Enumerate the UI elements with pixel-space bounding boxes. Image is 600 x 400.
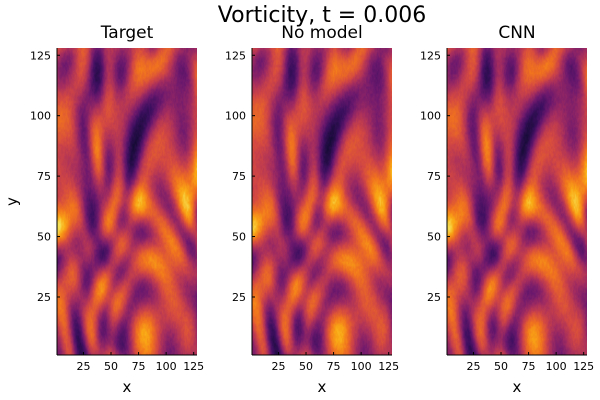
y-tick-label: 100 [420,110,441,123]
panels: Target 25 50 75 100 125 25 50 75 100 125 x y No model… [3,23,594,396]
x-tick-label: 100 [546,360,567,373]
x-tick-label: 25 [466,360,480,373]
x-tick-label: 50 [494,360,508,373]
x-axis-label: x [318,378,327,396]
panel-title: CNN [498,23,535,43]
y-tick-label: 75 [427,170,441,183]
y-tick-label: 25 [427,291,441,304]
y-tick-label: 100 [30,110,51,123]
chart-title: Vorticity, t = 0.006 [218,3,426,28]
x-tick-label: 100 [156,360,177,373]
panel-title: No model [281,23,362,43]
x-tick-label: 125 [573,360,594,373]
y-tick-label: 25 [37,291,51,304]
x-tick-label: 125 [378,360,399,373]
y-tick-label: 50 [232,231,246,244]
x-tick-label: 75 [522,360,536,373]
y-tick-label: 25 [232,291,246,304]
x-tick-label: 75 [327,360,341,373]
y-tick-label: 50 [427,231,441,244]
x-tick-label: 50 [104,360,118,373]
x-axis-label: x [513,378,522,396]
y-tick-label: 75 [37,170,51,183]
y-tick-label: 100 [225,110,246,123]
x-tick-label: 25 [271,360,285,373]
x-tick-label: 25 [76,360,90,373]
heatmap-panel-2 [252,48,392,355]
panel-title: Target [100,23,154,43]
heatmap-panel-1 [57,48,197,355]
y-tick-label: 125 [225,49,246,62]
x-tick-label: 75 [132,360,146,373]
y-axis-label: y [3,197,21,206]
y-tick-label: 75 [232,170,246,183]
y-tick-label: 50 [37,231,51,244]
heatmap-panel-3 [447,48,587,355]
x-tick-label: 100 [351,360,372,373]
y-tick-label: 125 [420,49,441,62]
x-axis-label: x [123,378,132,396]
x-tick-label: 125 [183,360,204,373]
x-tick-label: 50 [299,360,313,373]
y-tick-label: 125 [30,49,51,62]
